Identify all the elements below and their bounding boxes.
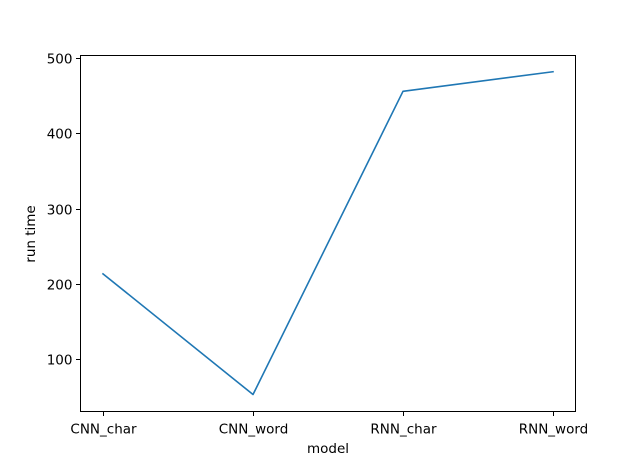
- series-line-0: [101, 70, 554, 396]
- y-tick-label: 200: [47, 278, 73, 294]
- x-axis-ticks: CNN_char CNN_word RNN_char RNN_word: [70, 411, 589, 438]
- x-tick-label: CNN_char: [70, 422, 137, 438]
- x-tick-label: CNN_word: [219, 422, 289, 438]
- y-tick-label: 400: [47, 127, 73, 143]
- x-tick-label: RNN_word: [519, 422, 589, 438]
- y-tick-label: 100: [47, 353, 73, 369]
- x-axis-label: model: [307, 441, 349, 457]
- y-axis-label: run time: [23, 205, 39, 262]
- x-tick-label: RNN_char: [370, 422, 437, 438]
- plot-area: [101, 70, 554, 396]
- y-axis-ticks: 100 200 300 400 500: [47, 52, 81, 369]
- y-tick-label: 500: [47, 52, 73, 68]
- axes-frame: [80, 55, 576, 412]
- y-tick-label: 300: [47, 203, 73, 219]
